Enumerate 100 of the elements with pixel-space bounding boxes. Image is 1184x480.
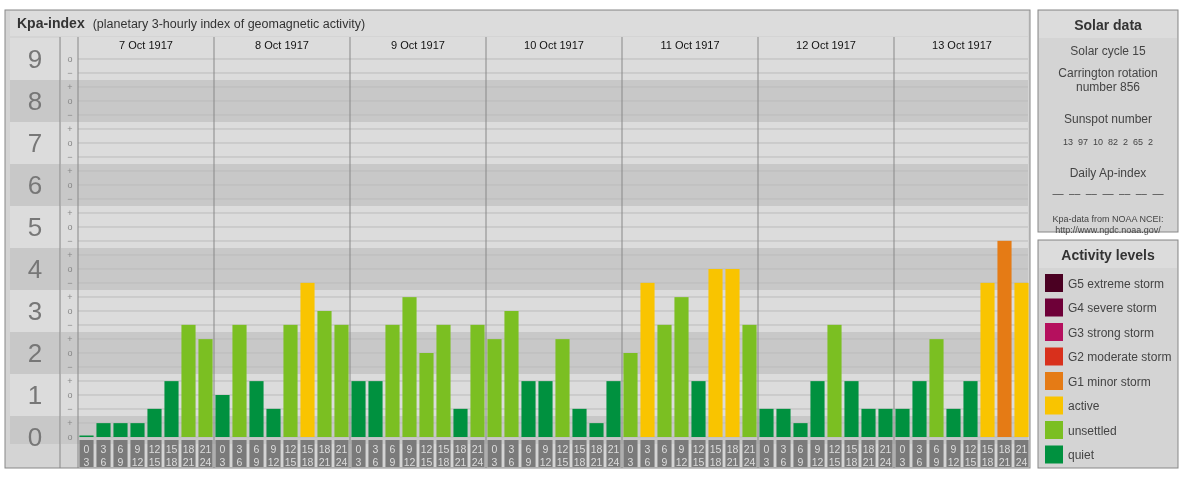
text: 9 Oct 1917 (391, 39, 445, 51)
chart-title: Kpa-index (17, 15, 85, 31)
bar (504, 311, 519, 437)
text: + (67, 376, 73, 387)
y-tick-label: 8 (27, 86, 43, 117)
bar (997, 240, 1012, 437)
x-tick-label: 12 15 (420, 443, 433, 468)
text: o (67, 222, 73, 233)
x-tick-label: 0 3 (763, 443, 770, 468)
text: o (67, 390, 73, 401)
x-tick-label: 15 18 (709, 443, 722, 468)
text: Solar cycle 15 (1070, 44, 1147, 58)
legend-label: G4 severe storm (1068, 301, 1157, 315)
x-tick-label: 6 9 (253, 443, 260, 468)
x-tick-label: 18 21 (318, 443, 331, 468)
x-tick-label: 3 6 (236, 443, 243, 468)
bar (895, 408, 910, 437)
bar (436, 324, 451, 437)
y-tick-label: 2 (27, 338, 43, 369)
bar (453, 408, 468, 437)
x-tick-label: 12 15 (964, 443, 977, 468)
bar (776, 408, 791, 437)
legend-label: quiet (1068, 448, 1095, 462)
bar (521, 381, 536, 437)
x-tick-label: 6 9 (797, 443, 804, 468)
bar (946, 408, 961, 437)
text: 10 Oct 1917 (524, 39, 584, 51)
bar (300, 282, 315, 437)
x-tick-label: 3 6 (100, 443, 107, 468)
bar (980, 282, 995, 437)
x-tick-label: 21 24 (199, 443, 212, 468)
x-tick-label: 15 18 (165, 443, 178, 468)
text: + (67, 292, 73, 303)
bar (283, 324, 298, 437)
x-tick-label: 9 12 (811, 443, 824, 468)
y-tick-label: 7 (27, 128, 43, 159)
x-tick-label: 6 9 (117, 443, 124, 468)
x-tick-label: 15 18 (573, 443, 586, 468)
bar (147, 408, 162, 437)
bar (708, 269, 723, 437)
bar (113, 423, 128, 437)
text: + (67, 208, 73, 219)
text: –– –– –– –– –– –– –– (1052, 188, 1165, 199)
x-tick-label: 21 24 (335, 443, 348, 468)
legend-label: G3 strong storm (1068, 325, 1155, 340)
bar (334, 324, 349, 437)
x-tick-label: 6 9 (525, 443, 532, 468)
text: 11 Oct 1917 (660, 39, 720, 51)
legend-label: unsettled (1068, 423, 1117, 438)
x-tick-label: 0 3 (219, 443, 226, 468)
x-tick-label: 15 18 (437, 443, 450, 468)
x-tick-label: 0 3 (491, 443, 498, 468)
text: o (67, 306, 73, 317)
bar (640, 282, 655, 437)
bar (759, 408, 774, 437)
x-tick-label: 12 15 (692, 443, 705, 468)
x-tick-label: 12 15 (148, 443, 161, 468)
x-tick-label: 18 21 (998, 443, 1011, 468)
bar (419, 353, 434, 437)
text: − (67, 404, 73, 415)
bar (249, 381, 264, 437)
bar (164, 381, 179, 437)
x-tick-label: 21 24 (1015, 443, 1028, 468)
bar (657, 324, 672, 437)
bar (317, 311, 332, 437)
y-tick-label: 0 (27, 422, 43, 453)
x-tick-label: 9 12 (131, 443, 144, 468)
text: 12 Oct 1917 (796, 39, 856, 51)
bar (487, 339, 502, 437)
text: + (67, 418, 73, 429)
x-tick-label: 18 21 (454, 443, 467, 468)
text: − (67, 194, 73, 205)
text: + (67, 166, 73, 177)
text: 13 Oct 1917 (932, 39, 992, 51)
bar (385, 324, 400, 437)
bar (555, 339, 570, 437)
bar (878, 408, 893, 437)
x-tick-label: 9 12 (403, 443, 416, 468)
bar (844, 381, 859, 437)
bar (742, 324, 757, 437)
x-tick-label: 21 24 (471, 443, 484, 468)
text: − (67, 236, 73, 247)
bar (1014, 282, 1029, 437)
x-tick-label: 18 21 (862, 443, 875, 468)
bar (606, 381, 621, 437)
bar (198, 339, 213, 437)
bar (963, 381, 978, 437)
x-tick-label: 12 15 (556, 443, 569, 468)
text: − (67, 110, 73, 121)
x-tick-label: 0 3 (627, 443, 634, 468)
x-tick-label: 0 3 (355, 443, 362, 468)
bar (181, 324, 196, 437)
bar (810, 381, 825, 437)
x-tick-label: 3 6 (644, 443, 651, 468)
x-tick-label: 9 12 (675, 443, 688, 468)
bar (96, 423, 111, 437)
text: Solar data (1074, 17, 1143, 33)
legend-label: G1 minor storm (1068, 374, 1151, 389)
text: − (67, 362, 73, 373)
text: 8 Oct 1917 (255, 39, 309, 51)
